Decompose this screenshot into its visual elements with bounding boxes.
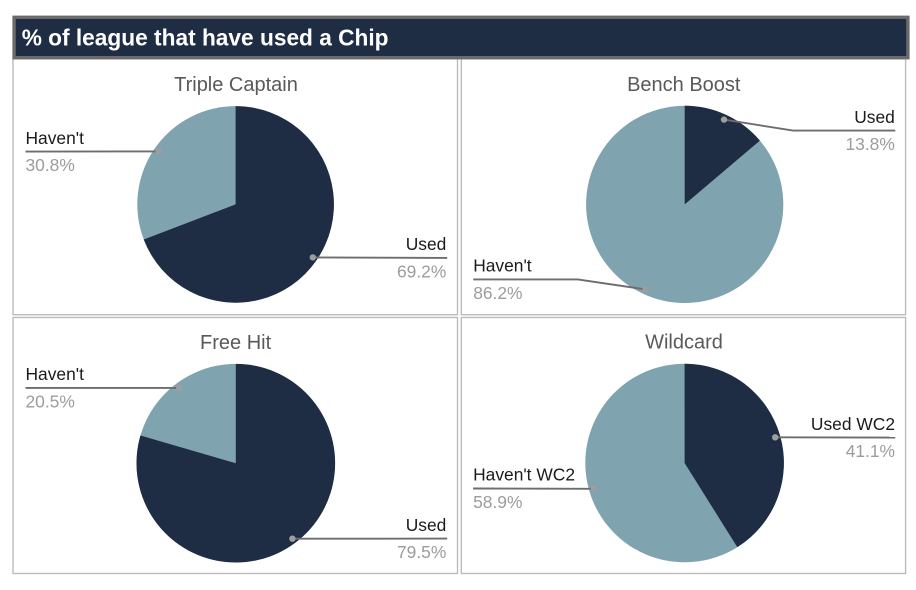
svg-text:Triple Captain: Triple Captain [174, 74, 298, 96]
svg-text:Free Hit: Free Hit [200, 332, 272, 354]
svg-text:41.1%: 41.1% [846, 441, 895, 461]
svg-text:Haven't: Haven't [26, 128, 85, 148]
svg-text:Haven't: Haven't [26, 364, 85, 384]
svg-text:Wildcard: Wildcard [645, 332, 723, 354]
svg-text:Used WC2: Used WC2 [811, 414, 895, 434]
svg-text:Haven't WC2: Haven't WC2 [473, 465, 575, 485]
svg-text:79.5%: 79.5% [397, 542, 446, 562]
svg-text:13.8%: 13.8% [845, 134, 894, 154]
svg-text:Used: Used [854, 107, 895, 127]
svg-text:86.2%: 86.2% [473, 283, 522, 303]
svg-text:Haven't: Haven't [473, 256, 532, 276]
svg-text:Used: Used [406, 234, 447, 254]
svg-text:30.8%: 30.8% [26, 155, 75, 175]
svg-text:Bench Boost: Bench Boost [627, 74, 741, 96]
svg-text:58.9%: 58.9% [473, 492, 522, 512]
svg-text:20.5%: 20.5% [26, 392, 75, 412]
svg-text:Used: Used [406, 515, 447, 535]
svg-text:69.2%: 69.2% [397, 262, 446, 282]
svg-text:% of league that have used a C: % of league that have used a Chip [22, 24, 389, 50]
